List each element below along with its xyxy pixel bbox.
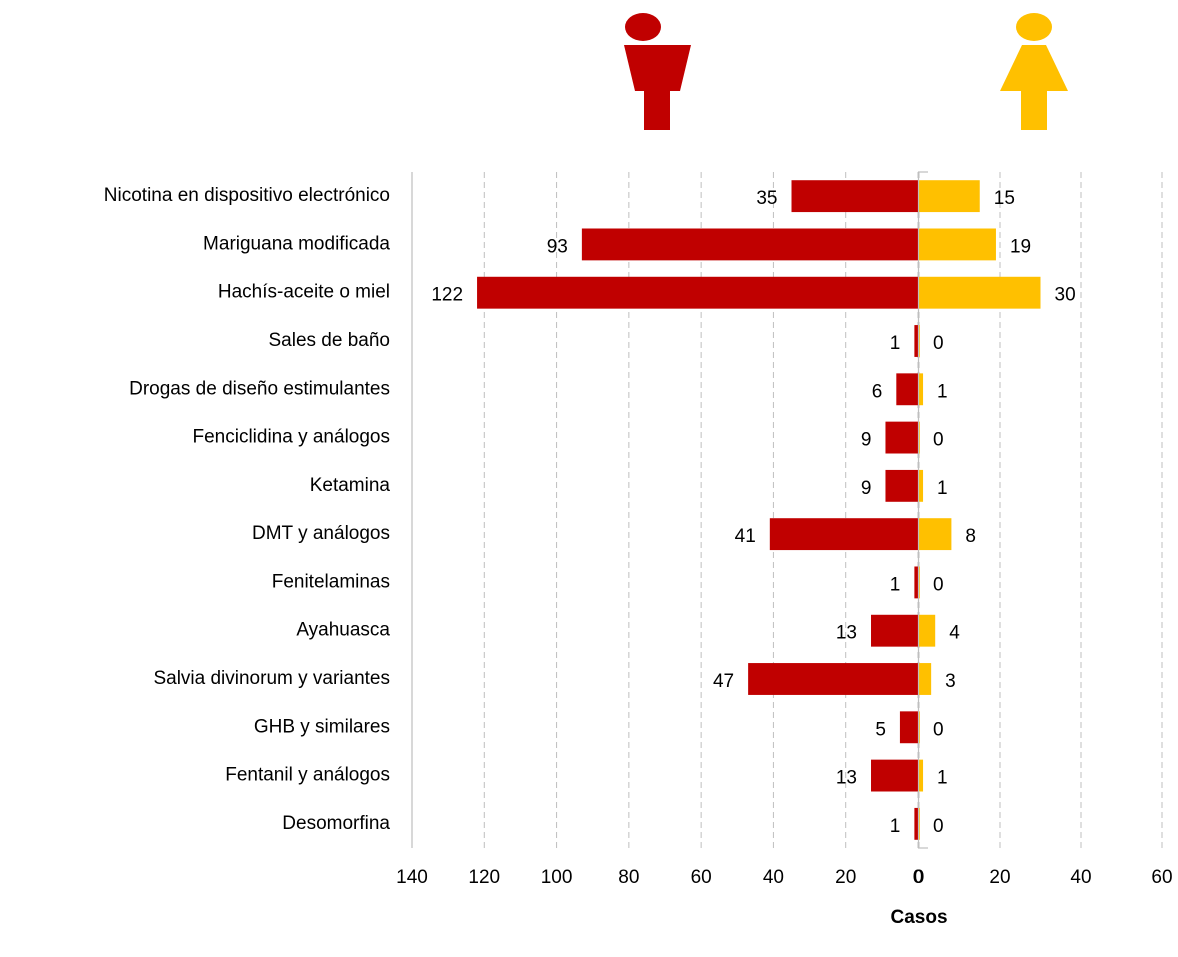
value-label: 8 [965, 526, 976, 547]
category-label: Mariguana modificada [203, 233, 390, 254]
value-label: 15 [994, 188, 1015, 209]
value-label: 4 [949, 623, 960, 644]
x-tick-label: 20 [989, 867, 1010, 888]
value-label: 122 [431, 285, 463, 306]
value-label: 1 [890, 574, 901, 595]
value-label: 0 [933, 574, 944, 595]
bar [919, 807, 920, 840]
x-tick-label: 80 [618, 867, 639, 888]
female-icon [1000, 13, 1068, 130]
value-label: 0 [933, 333, 944, 354]
bar [919, 663, 932, 695]
bar [748, 663, 918, 695]
category-label: Ketamina [310, 475, 391, 496]
x-tick-label: 60 [691, 867, 712, 888]
category-label: GHB y similares [254, 716, 390, 737]
category-label: Drogas de diseño estimulantes [129, 378, 390, 399]
bar [914, 807, 918, 840]
bar [581, 228, 918, 261]
bar [919, 276, 1041, 309]
value-label: 9 [861, 478, 872, 499]
value-label: 6 [872, 381, 883, 402]
bar [885, 469, 918, 502]
value-label: 0 [933, 816, 944, 837]
bar [871, 759, 918, 792]
category-label: Fentanil y análogos [225, 765, 390, 786]
category-label: Sales de baño [269, 330, 391, 351]
value-label: 19 [1010, 236, 1031, 257]
bar [477, 276, 918, 309]
value-label: 0 [933, 719, 944, 740]
value-label: 5 [875, 719, 886, 740]
category-label: Fenitelaminas [272, 571, 390, 592]
x-tick-label: 20 [835, 867, 856, 888]
bar [919, 518, 952, 551]
category-label: Salvia divinorum y variantes [153, 668, 390, 689]
x-tick-label: 100 [541, 867, 573, 888]
value-label: 1 [937, 381, 948, 402]
value-label: 1 [937, 768, 948, 789]
male-icon [624, 13, 691, 130]
category-label: Fenciclidina y análogos [192, 427, 390, 448]
value-label: 13 [836, 623, 857, 644]
x-tick-label: 0 [914, 867, 925, 888]
category-label: Hachís-aceite o miel [218, 282, 390, 303]
bar [919, 180, 980, 213]
bar [885, 421, 918, 454]
bar [899, 711, 918, 744]
bar [919, 759, 924, 792]
value-label: 35 [756, 188, 777, 209]
value-label: 9 [861, 430, 872, 451]
x-axis-label: Casos [890, 907, 947, 928]
x-tick-label: 40 [1070, 867, 1091, 888]
bar [919, 566, 920, 599]
value-label: 13 [836, 768, 857, 789]
bar [914, 325, 918, 357]
category-label: Ayahuasca [296, 620, 390, 641]
value-label: 93 [547, 236, 568, 257]
value-label: 1 [890, 333, 901, 354]
value-label: 1 [937, 478, 948, 499]
category-label: Nicotina en dispositivo electrónico [104, 185, 390, 206]
value-label: 1 [890, 816, 901, 837]
value-label: 41 [735, 526, 756, 547]
bar [919, 373, 924, 406]
bar [769, 518, 918, 551]
value-label: 0 [933, 430, 944, 451]
value-label: 3 [945, 671, 956, 692]
bar [919, 228, 996, 261]
x-tick-label: 140 [396, 867, 428, 888]
category-label: DMT y análogos [252, 523, 390, 544]
value-label: 30 [1055, 285, 1076, 306]
x-tick-label: 0 [913, 867, 924, 888]
bar [919, 325, 920, 357]
bar [914, 566, 918, 599]
x-tick-label: 60 [1151, 867, 1172, 888]
bar [919, 614, 936, 647]
bar [791, 180, 918, 213]
bar [919, 711, 920, 744]
bar [919, 421, 920, 454]
value-label: 47 [713, 671, 734, 692]
category-label: Desomorfina [282, 813, 390, 834]
bar [919, 469, 924, 502]
bar [896, 373, 918, 406]
x-tick-label: 120 [468, 867, 500, 888]
x-tick-label: 40 [763, 867, 784, 888]
bar [871, 614, 918, 647]
